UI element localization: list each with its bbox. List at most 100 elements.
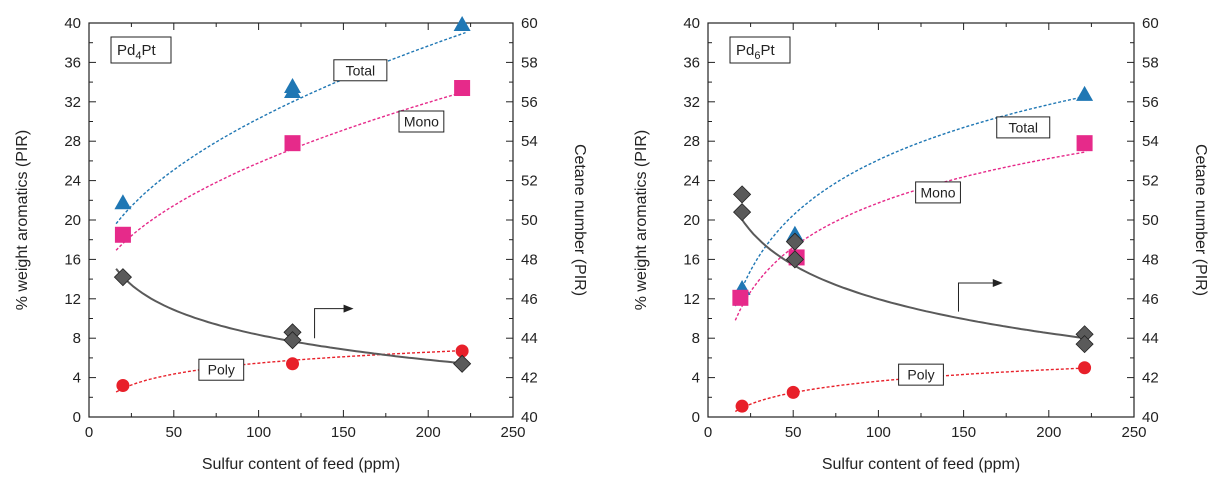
y2-tick-label: 58 — [1142, 54, 1159, 71]
cetane-point — [453, 354, 472, 373]
series-label: Total — [346, 62, 376, 78]
mono-point — [732, 289, 749, 306]
total-point — [284, 78, 302, 94]
series-label: Mono — [404, 114, 439, 130]
x-tick-label: 50 — [165, 424, 182, 441]
y2-tick-label: 42 — [521, 370, 538, 387]
cetane-point — [785, 250, 804, 269]
cetane-point — [1075, 335, 1094, 354]
series-label-box — [198, 358, 245, 381]
series-label-box — [915, 181, 961, 204]
y2-tick-label: 52 — [521, 173, 538, 190]
y2-tick-label: 44 — [1142, 330, 1159, 347]
panel-label-suffix: Pt — [141, 42, 156, 59]
panel-label-subscript: 6 — [754, 50, 760, 62]
poly-point — [455, 344, 469, 358]
series-label: Poly — [208, 362, 235, 378]
y2-tick-label: 42 — [1142, 370, 1159, 387]
y2-axis-title: Cetane number (PIR) — [1192, 144, 1209, 296]
y2-tick-label: 60 — [521, 15, 538, 32]
arrow-head-icon — [992, 279, 1003, 288]
x-tick-label: 0 — [85, 424, 93, 441]
y-tick-label: 12 — [64, 291, 81, 308]
panel-label-box — [110, 36, 172, 64]
x-tick-label: 0 — [704, 424, 712, 441]
mono-point — [284, 135, 301, 152]
y2-tick-label: 56 — [1142, 94, 1159, 111]
total-point — [453, 15, 471, 31]
y-tick-label: 8 — [73, 330, 81, 347]
series-label-box — [398, 110, 445, 133]
y-axis-title: % weight aromatics (PIR) — [14, 130, 31, 311]
y-tick-label: 16 — [64, 251, 81, 268]
poly-point — [1078, 361, 1092, 375]
x-tick-label: 200 — [416, 424, 441, 441]
y2-axis-title: Cetane number (PIR) — [571, 144, 588, 296]
series-label-box — [333, 59, 388, 82]
chart-panel-pd6pt: 0 50 100 150 200 2500481216202428323640404244… — [633, 15, 1209, 473]
y-tick-label: 40 — [64, 15, 81, 32]
cetane-point — [733, 203, 752, 222]
right-axis-arrow — [314, 308, 346, 339]
panel-label: Pd6Pt — [736, 42, 775, 62]
y-tick-label: 36 — [64, 54, 81, 71]
panel-label-base: Pd — [736, 42, 754, 59]
y2-tick-label: 52 — [1142, 173, 1159, 190]
series-label: Poly — [907, 367, 934, 383]
y2-tick-label: 48 — [1142, 251, 1159, 268]
x-tick-label: 50 — [785, 424, 802, 441]
series-label-box — [996, 116, 1051, 139]
y2-tick-label: 40 — [1142, 409, 1159, 426]
total-point — [114, 194, 132, 210]
plot-frame — [707, 22, 1135, 418]
y-tick-label: 8 — [692, 330, 700, 347]
y2-tick-label: 40 — [521, 409, 538, 426]
y2-tick-label: 48 — [521, 251, 538, 268]
fit-curve-mono — [734, 151, 1087, 321]
series-label: Total — [1008, 119, 1038, 135]
y-tick-label: 0 — [73, 409, 81, 426]
y-tick-label: 32 — [683, 94, 700, 111]
y-tick-label: 20 — [64, 212, 81, 229]
mono-point — [114, 226, 131, 243]
y-tick-label: 20 — [683, 212, 700, 229]
y-tick-label: 32 — [64, 94, 81, 111]
poly-point — [116, 378, 130, 392]
y2-tick-label: 46 — [521, 291, 538, 308]
y2-tick-label: 54 — [1142, 133, 1159, 150]
panel-label-suffix: Pt — [760, 42, 775, 59]
fit-curve-mono — [115, 90, 466, 251]
x-tick-label: 100 — [866, 424, 891, 441]
y2-tick-label: 56 — [521, 94, 538, 111]
cetane-fit-curve — [115, 268, 466, 365]
y2-tick-label: 50 — [1142, 212, 1159, 229]
total-point — [1076, 85, 1094, 101]
series-label-box — [898, 363, 944, 386]
y-tick-label: 28 — [683, 133, 700, 150]
y2-tick-label: 50 — [521, 212, 538, 229]
y-tick-label: 36 — [683, 54, 700, 71]
poly-point — [286, 357, 300, 371]
x-axis-title: Sulfur content of feed (ppm) — [202, 456, 400, 473]
y2-tick-label: 46 — [1142, 291, 1159, 308]
right-axis-arrow — [957, 282, 995, 312]
x-axis-title: Sulfur content of feed (ppm) — [822, 456, 1020, 473]
panel-label-subscript: 4 — [135, 50, 141, 62]
x-tick-label: 250 — [500, 424, 525, 441]
y-tick-label: 4 — [692, 370, 700, 387]
y-tick-label: 16 — [683, 251, 700, 268]
y-tick-label: 28 — [64, 133, 81, 150]
x-tick-label: 100 — [246, 424, 271, 441]
fit-curve-total — [734, 95, 1087, 307]
mono-point — [454, 80, 471, 97]
y2-tick-label: 44 — [521, 330, 538, 347]
y2-tick-label: 60 — [1142, 15, 1159, 32]
fit-curve-poly — [115, 349, 466, 393]
chart-panel-pd4pt: 0 50 100 150 200 2500481216202428323640404244… — [14, 15, 588, 473]
mono-point — [1076, 135, 1093, 152]
x-tick-label: 200 — [1036, 424, 1061, 441]
y2-tick-label: 58 — [521, 54, 538, 71]
series-label: Mono — [921, 184, 956, 200]
panel-label-box — [729, 36, 791, 64]
